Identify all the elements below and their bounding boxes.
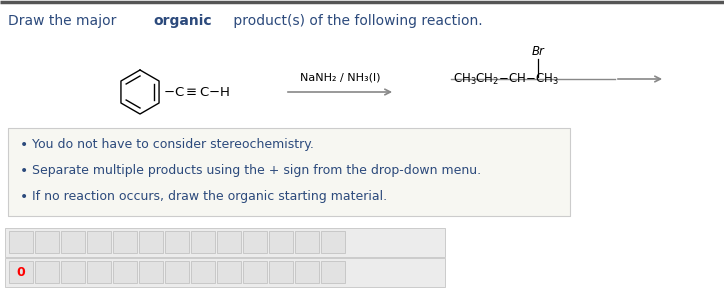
Text: NaNH₂ / NH₃(l): NaNH₂ / NH₃(l) bbox=[300, 72, 380, 82]
Bar bbox=[113, 261, 137, 283]
Bar bbox=[139, 231, 163, 253]
Text: Br: Br bbox=[531, 45, 544, 58]
Bar bbox=[139, 261, 163, 283]
Text: Draw the major: Draw the major bbox=[8, 14, 121, 28]
Bar bbox=[8, 128, 570, 216]
Text: 0: 0 bbox=[17, 266, 25, 278]
Bar bbox=[165, 261, 189, 283]
Bar bbox=[61, 261, 85, 283]
Text: If no reaction occurs, draw the organic starting material.: If no reaction occurs, draw the organic … bbox=[32, 190, 387, 203]
Bar bbox=[191, 231, 215, 253]
Text: CH$_3$CH$_2$$-$CH$-$CH$_3$: CH$_3$CH$_2$$-$CH$-$CH$_3$ bbox=[453, 71, 559, 86]
Text: Separate multiple products using the + sign from the drop-down menu.: Separate multiple products using the + s… bbox=[32, 164, 481, 177]
Bar bbox=[217, 231, 241, 253]
Bar bbox=[165, 231, 189, 253]
Text: $-$C$\equiv$C$-$H: $-$C$\equiv$C$-$H bbox=[163, 86, 231, 99]
Bar bbox=[321, 231, 345, 253]
Bar bbox=[295, 261, 319, 283]
Text: •: • bbox=[20, 190, 28, 204]
Bar bbox=[87, 231, 111, 253]
Text: organic: organic bbox=[153, 14, 212, 28]
Bar bbox=[243, 231, 267, 253]
Text: You do not have to consider stereochemistry.: You do not have to consider stereochemis… bbox=[32, 138, 314, 151]
Bar bbox=[5, 228, 445, 257]
Text: •: • bbox=[20, 138, 28, 152]
Bar bbox=[191, 261, 215, 283]
Bar bbox=[217, 261, 241, 283]
Bar bbox=[9, 231, 33, 253]
Bar bbox=[113, 231, 137, 253]
Bar bbox=[5, 258, 445, 287]
Bar bbox=[87, 261, 111, 283]
Bar bbox=[269, 231, 293, 253]
Bar bbox=[61, 231, 85, 253]
Bar bbox=[321, 261, 345, 283]
Bar bbox=[269, 261, 293, 283]
Text: •: • bbox=[20, 164, 28, 178]
Text: product(s) of the following reaction.: product(s) of the following reaction. bbox=[229, 14, 483, 28]
Bar bbox=[243, 261, 267, 283]
Bar bbox=[295, 231, 319, 253]
Bar bbox=[35, 231, 59, 253]
Bar bbox=[35, 261, 59, 283]
Bar bbox=[9, 261, 33, 283]
